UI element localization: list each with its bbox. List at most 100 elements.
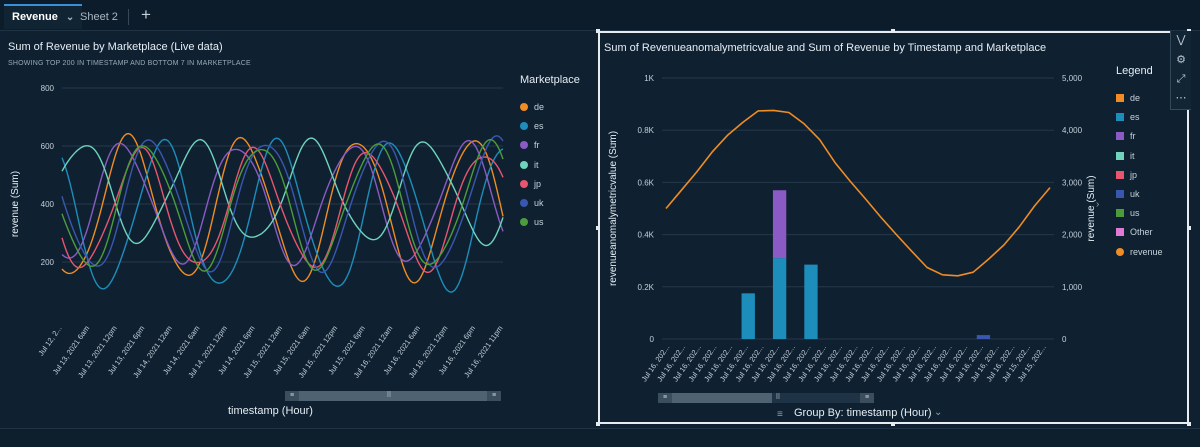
- legend-item-it[interactable]: it: [1116, 150, 1135, 162]
- legend-label: es: [534, 121, 544, 132]
- chevron-right-icon[interactable]: ›: [1096, 199, 1100, 210]
- legend-item-es[interactable]: es: [520, 120, 544, 132]
- legend-swatch: [520, 122, 528, 131]
- legend-swatch: [520, 103, 528, 111]
- chart-title: Sum of Revenueanomalymetricvalue and Sum…: [604, 42, 1047, 54]
- resize-handle[interactable]: [596, 422, 600, 426]
- legend-item-de[interactable]: de: [1116, 92, 1140, 104]
- tab-sheet-2[interactable]: Sheet 2: [80, 11, 118, 23]
- series-line-us: [61, 138, 504, 272]
- legend-item-us[interactable]: us: [520, 216, 544, 228]
- chevron-down-icon[interactable]: ⌄: [65, 12, 75, 23]
- visual-menu-toolbar: ⋁ ⚙ ⤢ ⋯: [1170, 31, 1191, 110]
- resize-handle[interactable]: [1187, 422, 1191, 426]
- combo-bar-line-chart: 0 0.2K 0.4K 0.6K 0.8K 1K 0 1,000 2,000 3,000 4,000…: [608, 74, 1097, 383]
- y-tick-label: 400: [41, 200, 55, 209]
- bottom-bar: [0, 428, 1200, 447]
- legend-label: jp: [534, 178, 542, 189]
- series-line-es: [61, 137, 504, 293]
- visual-anomaly-and-revenue[interactable]: Sum of Revenueanomalymetricvalue and Sum…: [598, 31, 1189, 424]
- legend-item-fr[interactable]: fr: [520, 139, 540, 151]
- legend-item-jp[interactable]: jp: [1116, 169, 1137, 181]
- expand-icon[interactable]: ⤢: [1176, 73, 1186, 85]
- legend-label: es: [1130, 112, 1140, 123]
- chevron-down-icon[interactable]: ⌄: [934, 407, 943, 418]
- legend-item-us[interactable]: us: [1116, 207, 1140, 219]
- legend-swatch: [1116, 247, 1124, 256]
- legend-label: revenue: [1130, 246, 1163, 257]
- bar-es: [804, 264, 818, 339]
- resize-handle[interactable]: [596, 29, 600, 33]
- y-tick-label: 0.4K: [638, 231, 655, 240]
- tab-revenue-label: Revenue: [12, 11, 58, 23]
- scroll-right-handle[interactable]: ≡: [860, 393, 874, 403]
- legend-swatch: [520, 141, 528, 150]
- resize-handle[interactable]: [1187, 226, 1191, 230]
- y-right-tick-label: 4,000: [1062, 126, 1083, 135]
- legend-swatch: [1116, 170, 1124, 179]
- collapse-icon[interactable]: ⋁: [1176, 34, 1186, 46]
- y-tick-label: 0.2K: [638, 283, 655, 292]
- scroll-grip-icon: ⠿: [386, 392, 392, 399]
- legend-title: Legend: [1116, 65, 1153, 77]
- tab-divider: [128, 9, 129, 25]
- scroll-thumb[interactable]: [299, 391, 487, 401]
- y-tick-label: 200: [41, 258, 55, 267]
- legend-label: Other: [1130, 227, 1153, 238]
- series-line-it: [61, 137, 504, 247]
- add-sheet-button[interactable]: +: [141, 5, 151, 24]
- legend-swatch: [1116, 228, 1124, 237]
- more-options-icon[interactable]: ⋯: [1175, 92, 1187, 104]
- legend-label: uk: [1130, 189, 1140, 199]
- legend-swatch: [1116, 132, 1124, 141]
- scroll-thumb[interactable]: [672, 393, 772, 403]
- legend-item-fr[interactable]: fr: [1116, 130, 1136, 142]
- group-by-field-icon[interactable]: ≡: [777, 409, 783, 420]
- chart-title: Sum of Revenue by Marketplace (Live data…: [8, 41, 223, 53]
- bar-es: [772, 258, 787, 339]
- legend-item-jp[interactable]: jp: [520, 178, 541, 190]
- resize-handle[interactable]: [891, 29, 895, 33]
- series-line-fr: [61, 139, 504, 267]
- scroll-left-handle[interactable]: ≡: [658, 393, 672, 403]
- y-right-tick-label: 0: [1062, 335, 1067, 344]
- tab-revenue[interactable]: Revenue ⌄: [4, 4, 83, 29]
- legend-swatch: [1116, 94, 1124, 102]
- scroll-left-handle[interactable]: ≡: [285, 391, 299, 401]
- horizontal-scrollbar[interactable]: ≡ ⠿ ≡: [285, 391, 501, 401]
- legend-label: fr: [534, 140, 540, 151]
- legend-swatch: [520, 179, 528, 188]
- legend-item-de[interactable]: de: [520, 101, 544, 113]
- horizontal-scrollbar[interactable]: ≡ ⠿ ≡: [658, 393, 874, 403]
- legend-item-it[interactable]: it: [520, 159, 539, 171]
- y-tick-label: 600: [41, 142, 55, 151]
- legend-swatch: [520, 218, 528, 227]
- resize-handle[interactable]: [891, 422, 895, 426]
- chevron-right-icon[interactable]: ›: [610, 138, 614, 149]
- y-tick-label: 0.8K: [638, 126, 655, 135]
- y-axis-title: revenue (Sum): [10, 171, 21, 237]
- bar-es: [741, 293, 755, 339]
- legend-item-other[interactable]: Other: [1116, 226, 1153, 238]
- legend-label: de: [534, 102, 545, 112]
- legend-label: it: [1130, 150, 1135, 161]
- legend-item-uk[interactable]: uk: [520, 197, 544, 209]
- legend-swatch: [1116, 113, 1124, 122]
- legend-label: jp: [1130, 169, 1138, 180]
- legend-swatch: [1116, 209, 1124, 218]
- gear-icon[interactable]: ⚙: [1176, 54, 1186, 66]
- legend-item-es[interactable]: es: [1116, 111, 1140, 123]
- legend-item-uk[interactable]: uk: [1116, 188, 1140, 200]
- legend-label: de: [1130, 93, 1141, 103]
- visual-revenue-by-marketplace[interactable]: Sum of Revenue by Marketplace (Live data…: [0, 31, 592, 426]
- scroll-right-handle[interactable]: ≡: [487, 391, 501, 401]
- group-by-label[interactable]: Group By: timestamp (Hour): [794, 407, 932, 419]
- legend-item-revenue[interactable]: revenue: [1116, 246, 1163, 258]
- y-tick-label: 0: [650, 335, 655, 344]
- series-line-revenue: [665, 109, 1051, 277]
- bar-uk: [976, 335, 991, 339]
- scroll-grip-icon: ⠿: [775, 394, 781, 401]
- resize-handle[interactable]: [596, 226, 600, 230]
- y-right-tick-label: 2,000: [1062, 231, 1083, 240]
